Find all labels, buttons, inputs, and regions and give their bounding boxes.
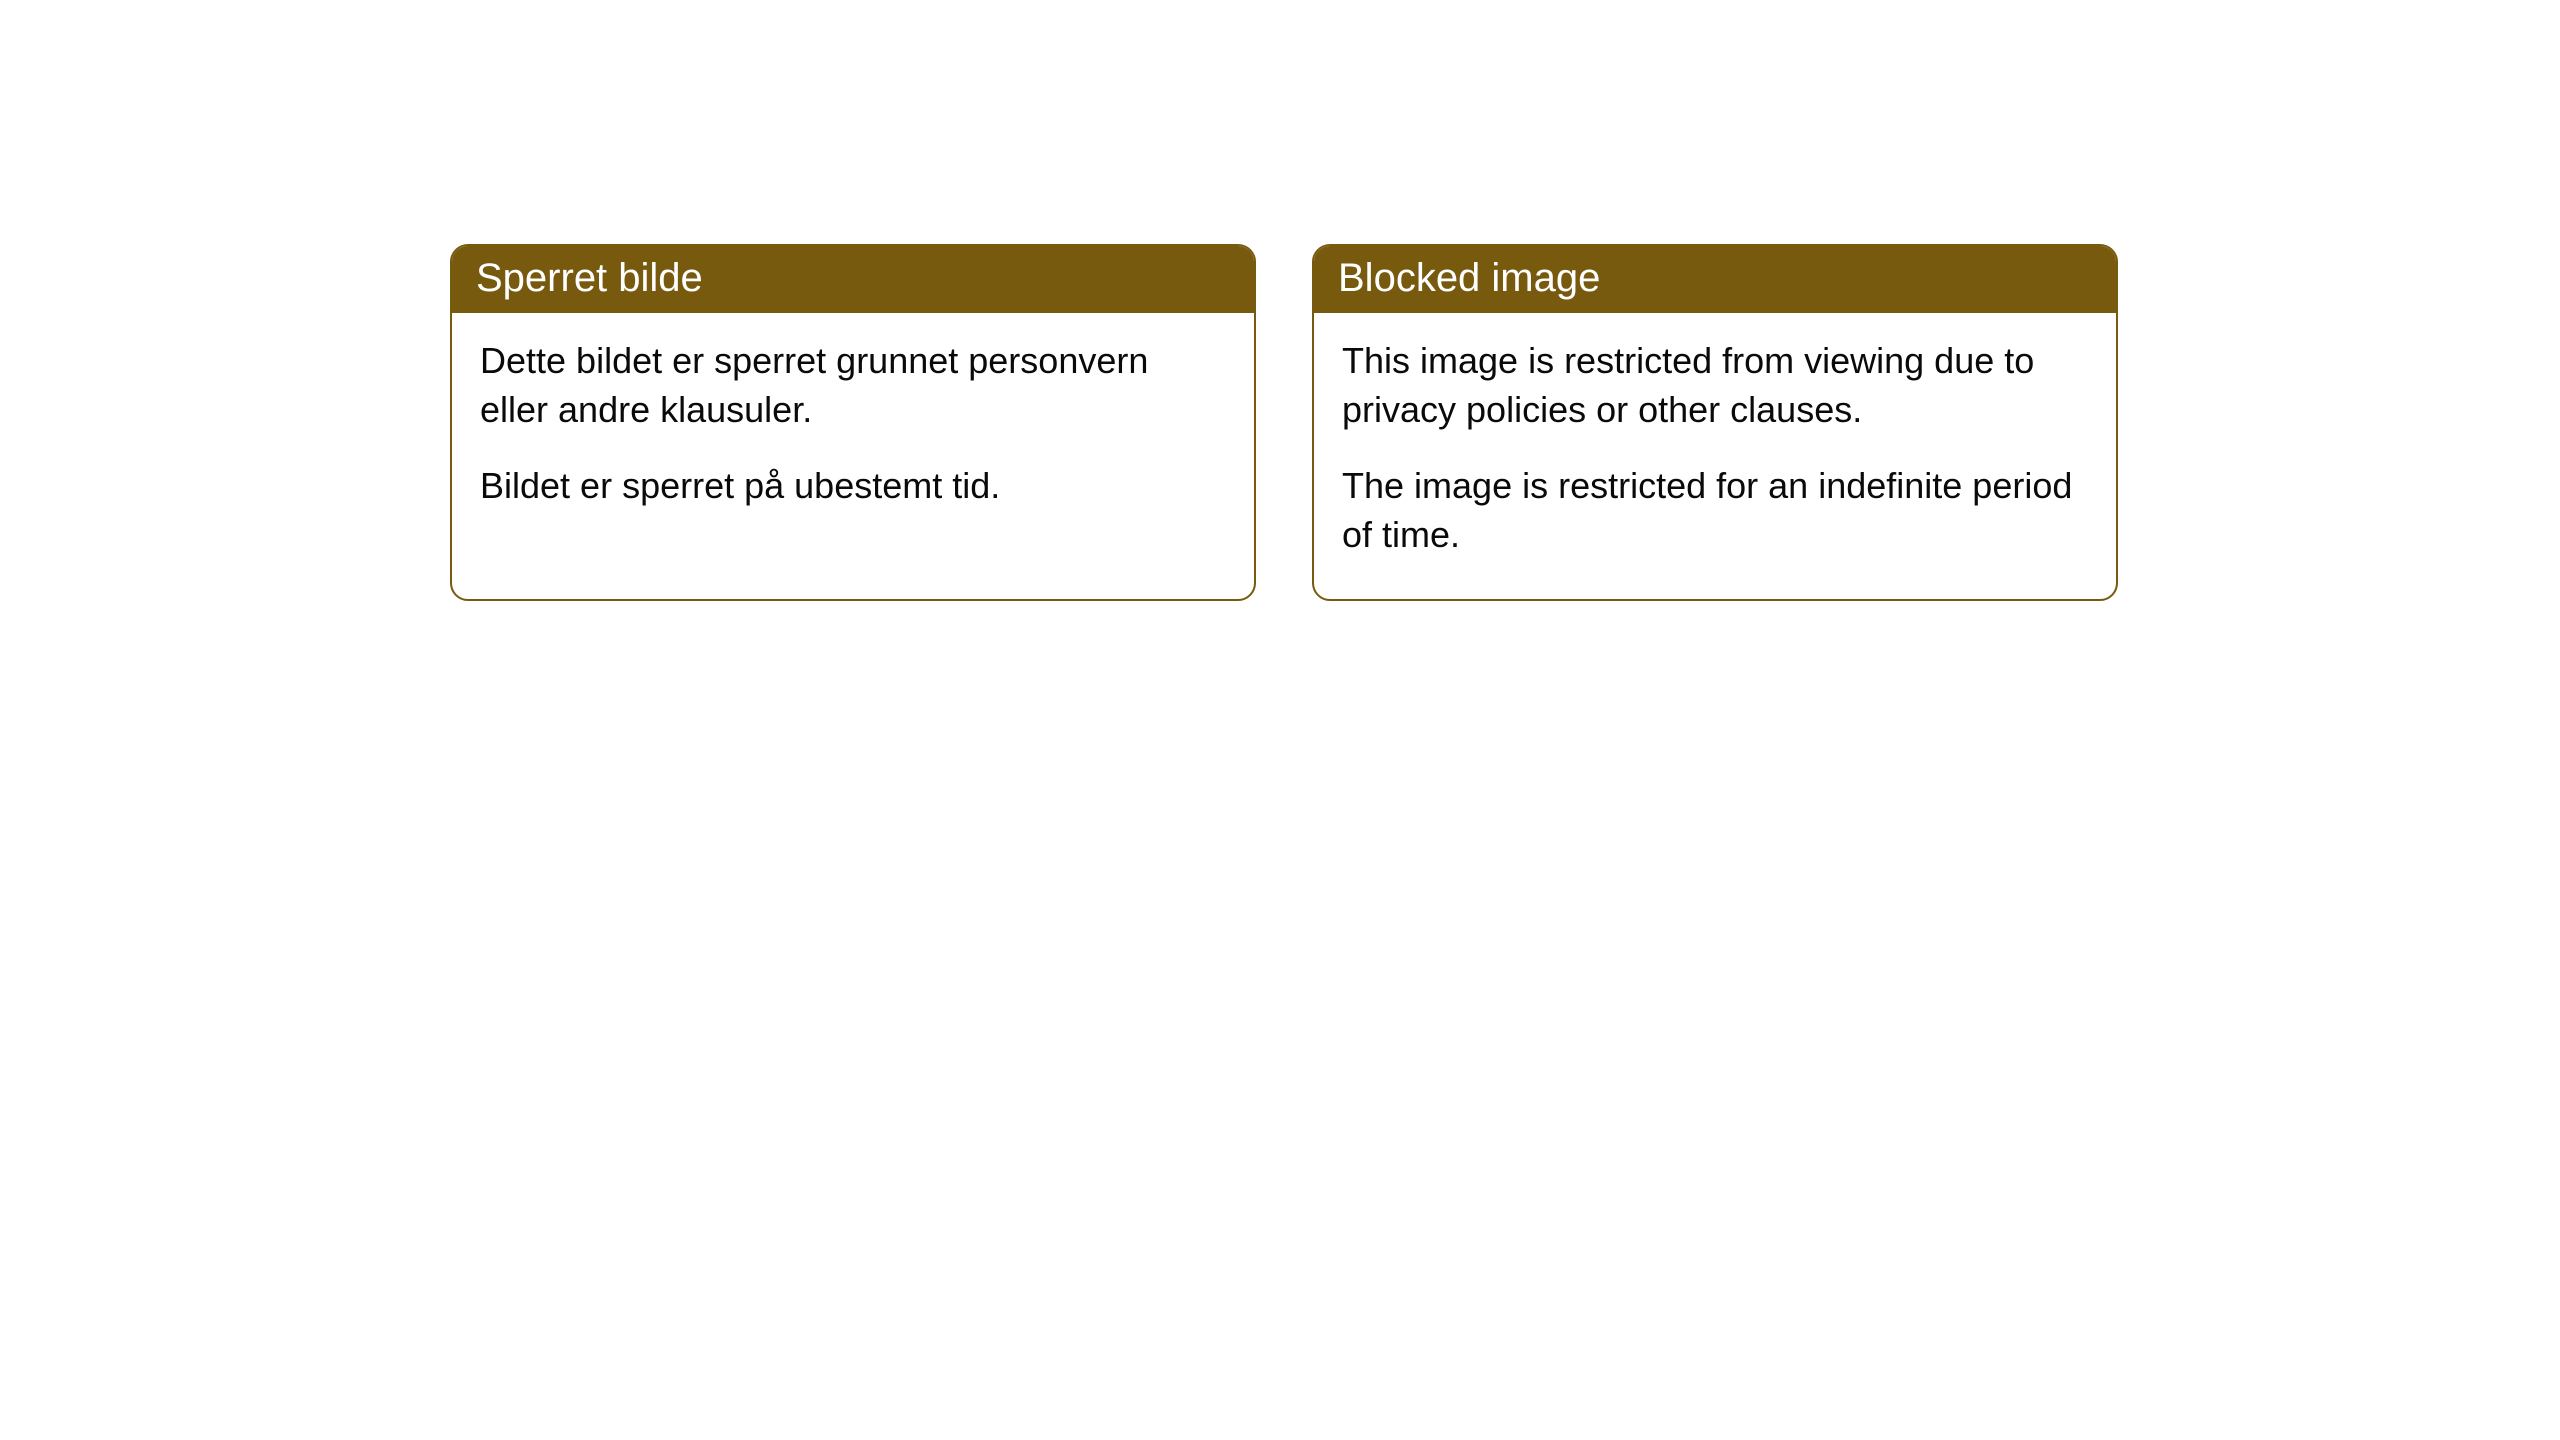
notice-card-paragraph: Bildet er sperret på ubestemt tid.: [480, 462, 1226, 511]
notice-card-body: Dette bildet er sperret grunnet personve…: [452, 313, 1254, 551]
notice-card-title: Blocked image: [1338, 256, 1600, 300]
notice-card-paragraph: The image is restricted for an indefinit…: [1342, 462, 2088, 559]
notice-card-norwegian: Sperret bilde Dette bildet er sperret gr…: [450, 244, 1256, 601]
notice-card-paragraph: This image is restricted from viewing du…: [1342, 337, 2088, 434]
notice-cards-container: Sperret bilde Dette bildet er sperret gr…: [450, 244, 2118, 601]
notice-card-header: Blocked image: [1314, 246, 2116, 313]
notice-card-header: Sperret bilde: [452, 246, 1254, 313]
notice-card-english: Blocked image This image is restricted f…: [1312, 244, 2118, 601]
notice-card-body: This image is restricted from viewing du…: [1314, 313, 2116, 599]
notice-card-paragraph: Dette bildet er sperret grunnet personve…: [480, 337, 1226, 434]
notice-card-title: Sperret bilde: [476, 256, 703, 300]
